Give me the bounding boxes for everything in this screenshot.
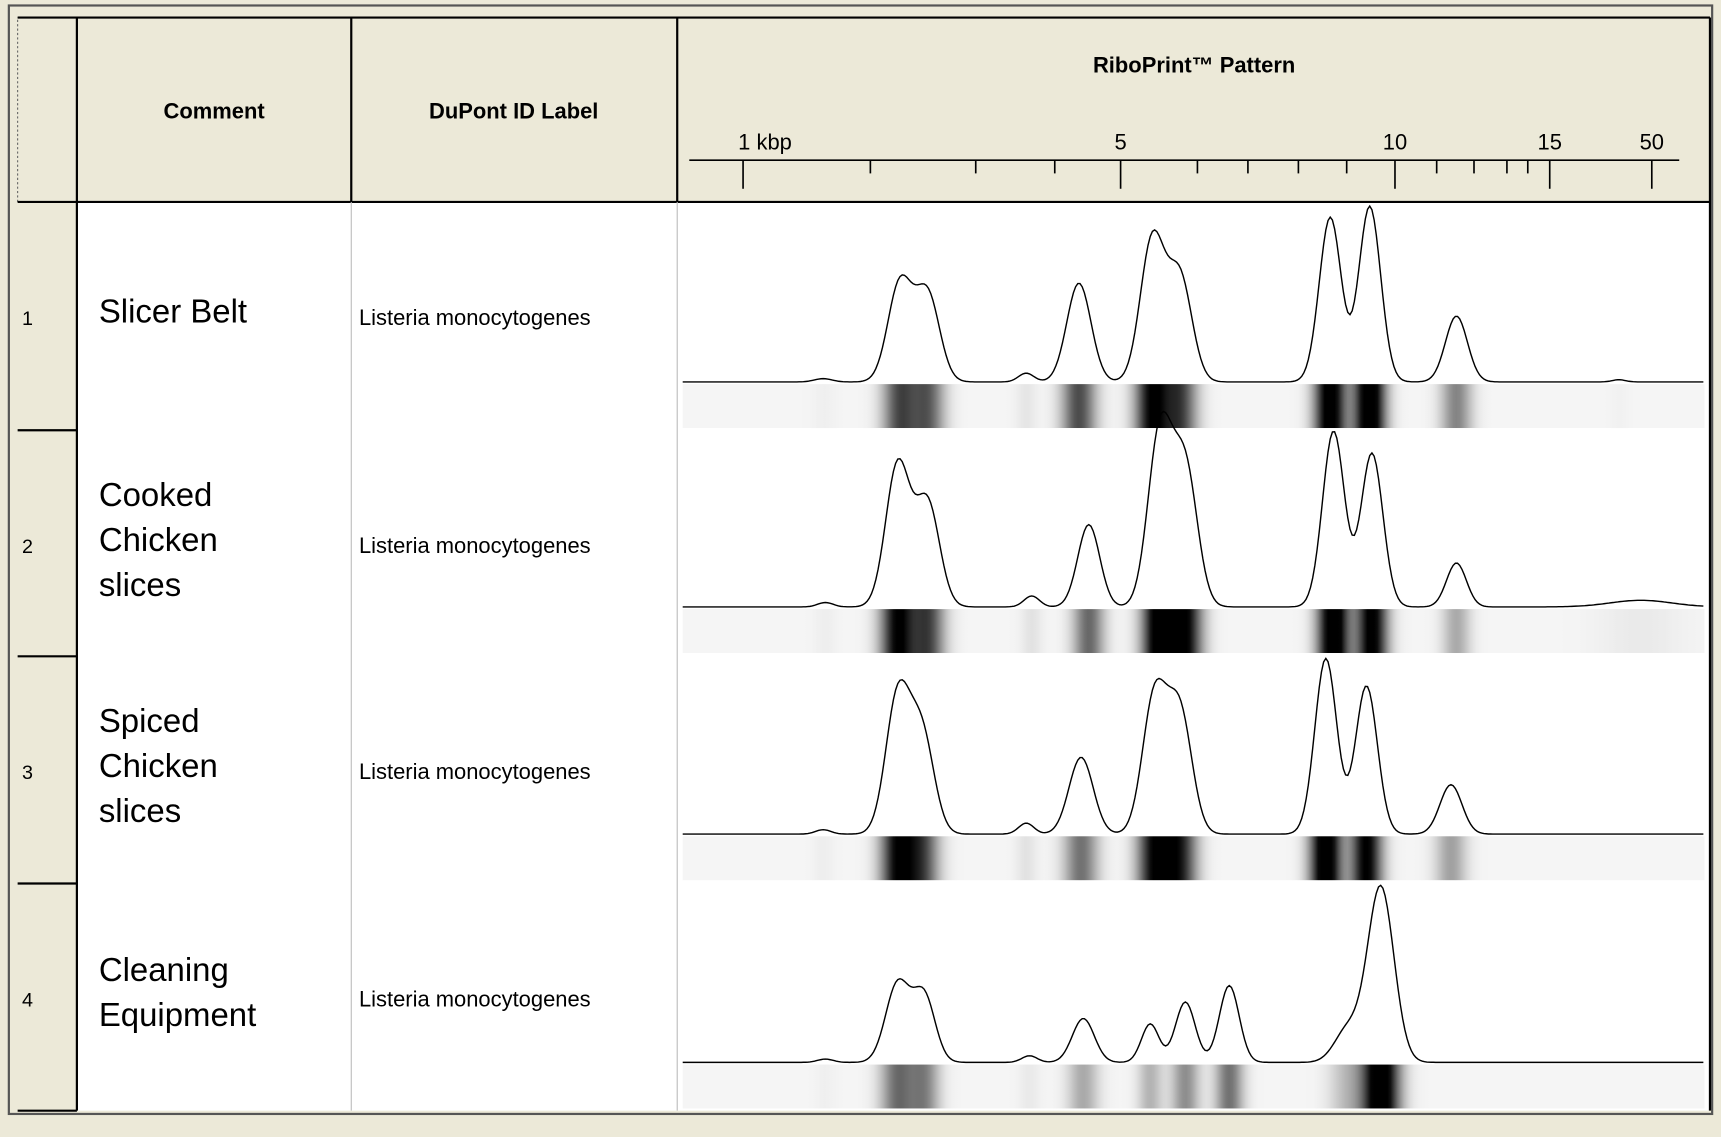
comment-cell: Cooked Chicken slices <box>99 430 291 655</box>
comment-text: Cooked Chicken slices <box>99 430 286 649</box>
id-label: Listeria monocytogenes <box>359 305 591 330</box>
gel-band-image <box>683 384 1705 428</box>
axis-label: 1 kbp <box>738 129 792 154</box>
table-body <box>77 202 1710 1111</box>
id-label: Listeria monocytogenes <box>359 986 591 1011</box>
axis-label: 5 <box>1115 129 1127 154</box>
comment-text: Cleaning Equipment <box>99 883 286 1102</box>
row-number: 2 <box>22 536 33 558</box>
gel-band-image <box>683 1065 1705 1109</box>
comment-cell: Spiced Chicken slices <box>99 656 291 881</box>
row-number: 3 <box>22 762 33 784</box>
column-header[interactable]: RiboPrint™ Pattern <box>1093 52 1295 77</box>
row-number: 1 <box>22 308 33 330</box>
column-header[interactable]: Comment <box>163 99 265 124</box>
axis-label: 10 <box>1383 129 1407 154</box>
comment-text: Slicer Belt <box>99 202 286 421</box>
comment-cell: Cleaning Equipment <box>99 883 291 1108</box>
id-label: Listeria monocytogenes <box>359 533 591 558</box>
column-header[interactable]: DuPont ID Label <box>429 99 598 124</box>
id-label: Listeria monocytogenes <box>359 759 591 784</box>
row-number: 4 <box>22 989 33 1011</box>
gel-band-image <box>683 609 1705 653</box>
comment-text: Spiced Chicken slices <box>99 656 286 875</box>
comment-cell: Slicer Belt <box>99 202 291 427</box>
gel-band-image <box>683 836 1705 880</box>
riboprint-window: Comment DuPont ID Label RiboPrint™ Patte… <box>0 0 1721 1137</box>
axis-label: 15 <box>1538 129 1562 154</box>
axis-label: 50 <box>1640 129 1664 154</box>
corner-cell[interactable] <box>18 18 77 202</box>
